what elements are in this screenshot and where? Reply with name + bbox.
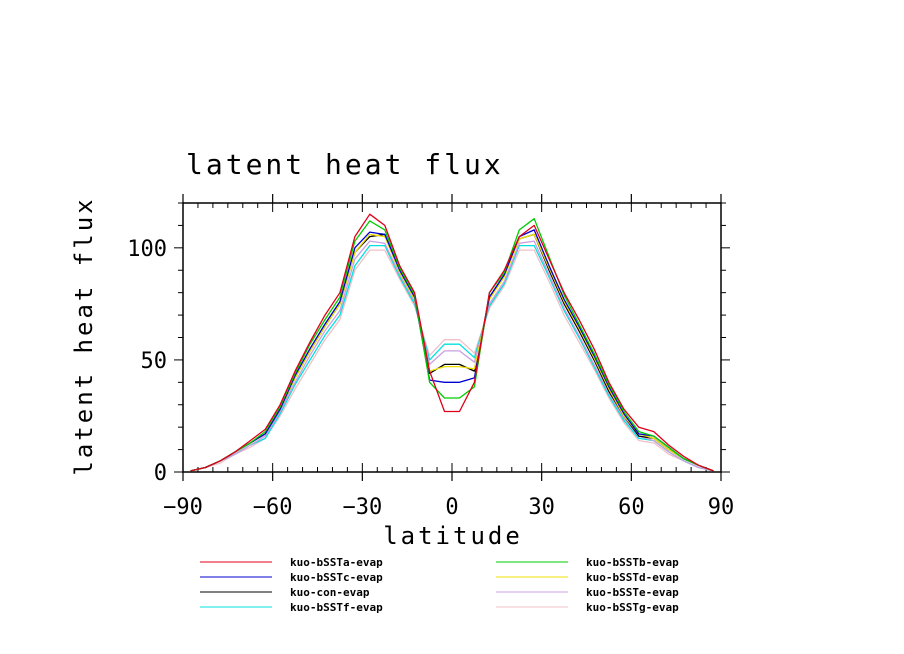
y-tick-label: 100 (127, 237, 167, 262)
legend-label-kuo-bSSTa-evap: kuo-bSSTa-evap (290, 556, 383, 569)
plot-area: −90 −60 −30 0 30 60 90 0 50 100 (127, 194, 734, 520)
x-tick-label: 60 (618, 495, 645, 520)
series-line-kuo-bSSTa-evap (190, 213, 714, 472)
legend-label-kuo-bSSTg-evap: kuo-bSSTg-evap (586, 601, 679, 614)
legend-label-kuo-bSSTe-evap: kuo-bSSTe-evap (586, 586, 679, 599)
x-tick-label: −30 (342, 495, 382, 520)
series-line-kuo-bSSTg-evap (190, 249, 714, 472)
x-axis-label: latitude (383, 522, 523, 550)
legend-label-kuo-bSSTc-evap: kuo-bSSTc-evap (290, 571, 383, 584)
x-tick-label: −60 (253, 495, 293, 520)
x-tick-label: 30 (528, 495, 555, 520)
series-line-kuo-bSSTf-evap (190, 244, 714, 472)
series-line-kuo-bSSTe-evap (190, 240, 714, 472)
legend: kuo-bSSTa-evap kuo-bSSTb-evap kuo-bSSTc-ev… (200, 556, 679, 614)
series-line-kuo-bSSTc-evap (190, 229, 714, 472)
series-line-kuo-bSSTb-evap (190, 218, 714, 472)
chart-title: latent heat flux (186, 148, 504, 181)
x-tick-label: 0 (445, 495, 458, 520)
x-tick-label: −90 (163, 495, 203, 520)
legend-label-kuo-bSSTf-evap: kuo-bSSTf-evap (290, 601, 383, 614)
legend-label-kuo-con-evap: kuo-con-evap (290, 586, 370, 599)
legend-label-kuo-bSSTb-evap: kuo-bSSTb-evap (586, 556, 679, 569)
legend-label-kuo-bSSTd-evap: kuo-bSSTd-evap (586, 571, 679, 584)
x-tick-label: 90 (708, 495, 735, 520)
y-axis-label: latent heat flux (70, 196, 98, 475)
y-tick-label: 0 (154, 461, 167, 486)
y-tick-label: 50 (141, 349, 168, 374)
